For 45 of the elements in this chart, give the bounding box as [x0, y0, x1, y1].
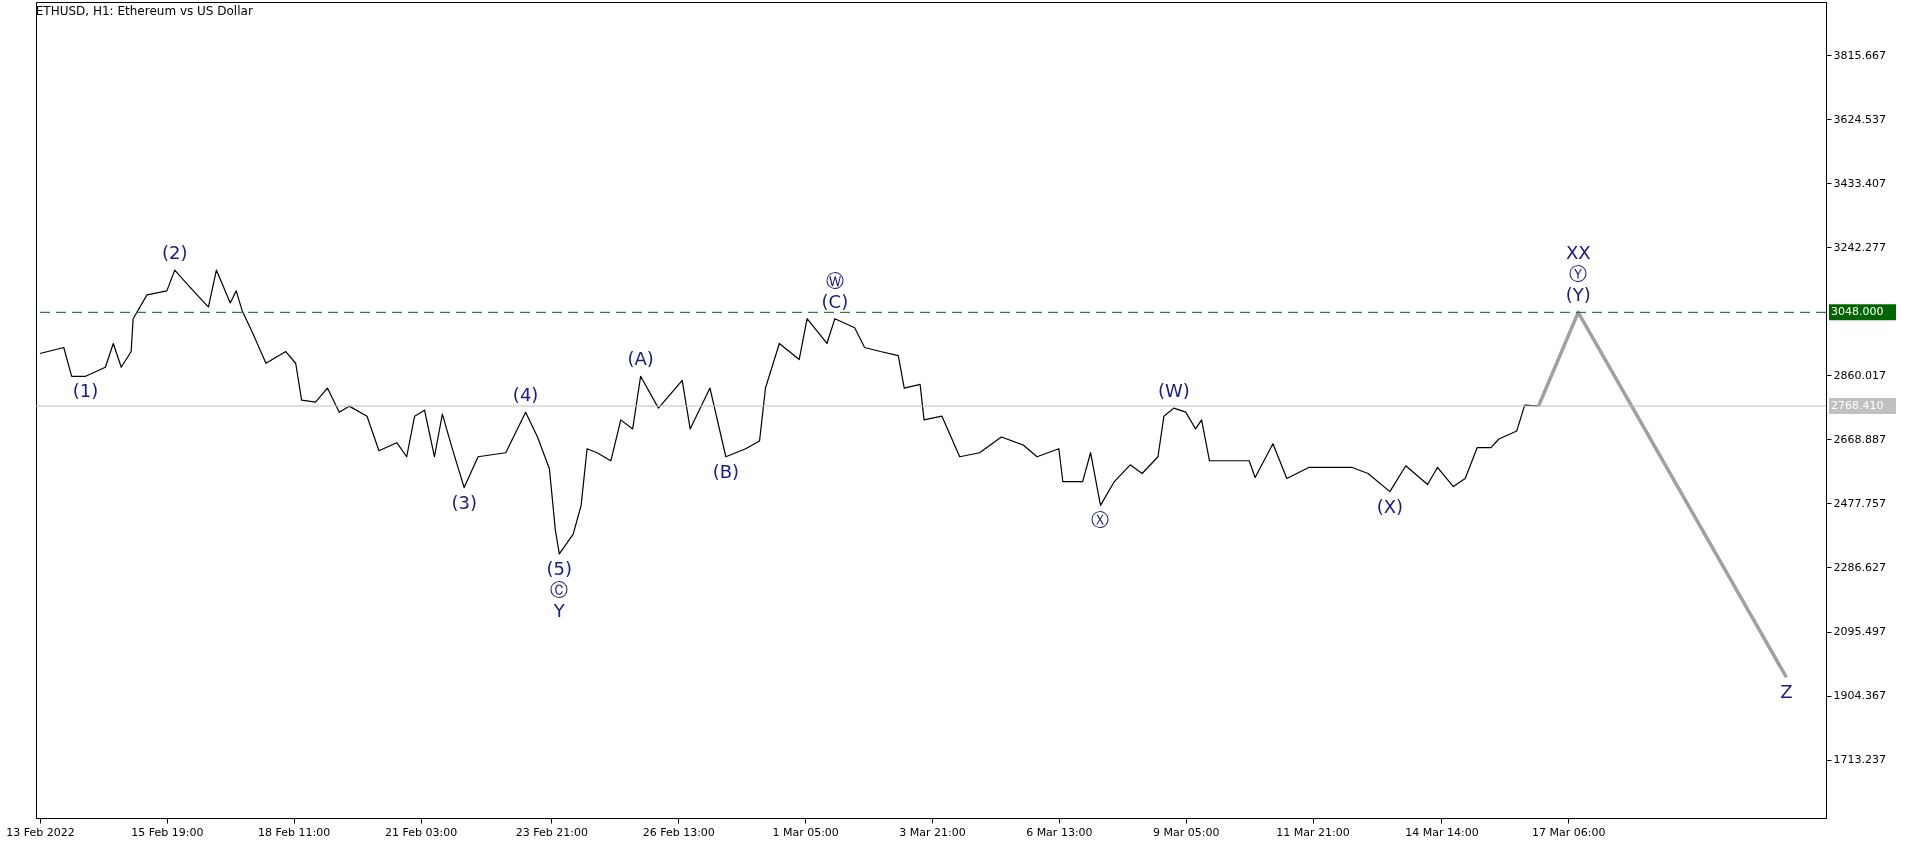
annotation: (B): [712, 460, 740, 482]
x-tick-label: 26 Feb 13:00: [642, 825, 715, 839]
y-tick-label: 1713.237: [1833, 753, 1886, 767]
annotation: Ⓒ: [550, 578, 569, 600]
x-tick-label: 14 Mar 14:00: [1405, 825, 1479, 839]
y-tick-label: 2095.497: [1833, 625, 1886, 639]
annotation: Y: [552, 599, 566, 621]
y-tick-label: 3624.537: [1833, 112, 1886, 126]
x-tick-label: 13 Feb 2022: [6, 825, 75, 839]
annotation: (2): [162, 242, 188, 264]
chart-title: ETHUSD, H1: Ethereum vs US Dollar: [35, 4, 253, 18]
annotation: (3): [451, 491, 477, 513]
annotation: (4): [512, 384, 539, 406]
y-tick-label: 2668.887: [1833, 432, 1886, 446]
annotation: (A): [627, 348, 654, 370]
x-tick-label: 21 Feb 03:00: [384, 825, 458, 839]
annotation: XX: [1565, 242, 1591, 264]
annotation: (1): [72, 380, 99, 402]
x-tick-label: 6 Mar 13:00: [1026, 825, 1093, 839]
x-tick-label: 18 Feb 11:00: [258, 825, 331, 839]
annotation: (W): [1157, 380, 1190, 402]
ref-line-label: 2768.410: [1831, 399, 1884, 413]
y-tick-label: 2286.627: [1833, 560, 1886, 574]
x-tick-label: 15 Feb 19:00: [131, 825, 204, 839]
annotation: (C): [821, 290, 849, 312]
y-tick-label: 3242.277: [1833, 240, 1886, 254]
y-tick-label: 2860.017: [1833, 368, 1886, 382]
y-tick-label: 2477.757: [1833, 496, 1886, 510]
y-tick-label: 3433.407: [1833, 176, 1886, 190]
x-tick-label: 11 Mar 21:00: [1276, 825, 1350, 839]
annotation: Ⓦ: [825, 269, 844, 291]
x-tick-label: 1 Mar 05:00: [772, 825, 839, 839]
annotation: Z: [1780, 681, 1793, 703]
x-tick-label: 3 Mar 21:00: [899, 825, 966, 839]
x-tick-label: 17 Mar 06:00: [1532, 825, 1606, 839]
annotation: Ⓨ: [1569, 263, 1588, 285]
y-tick-label: 1904.367: [1833, 689, 1886, 703]
annotation: Ⓧ: [1091, 509, 1110, 531]
x-tick-label: 9 Mar 05:00: [1153, 825, 1220, 839]
annotation: (Y): [1565, 284, 1591, 306]
y-tick-label: 3815.667: [1833, 48, 1886, 62]
x-tick-label: 23 Feb 21:00: [515, 825, 588, 839]
ref-line-label: 3048.000: [1831, 305, 1884, 319]
annotation: (X): [1376, 495, 1404, 517]
annotation: (5): [546, 557, 573, 579]
